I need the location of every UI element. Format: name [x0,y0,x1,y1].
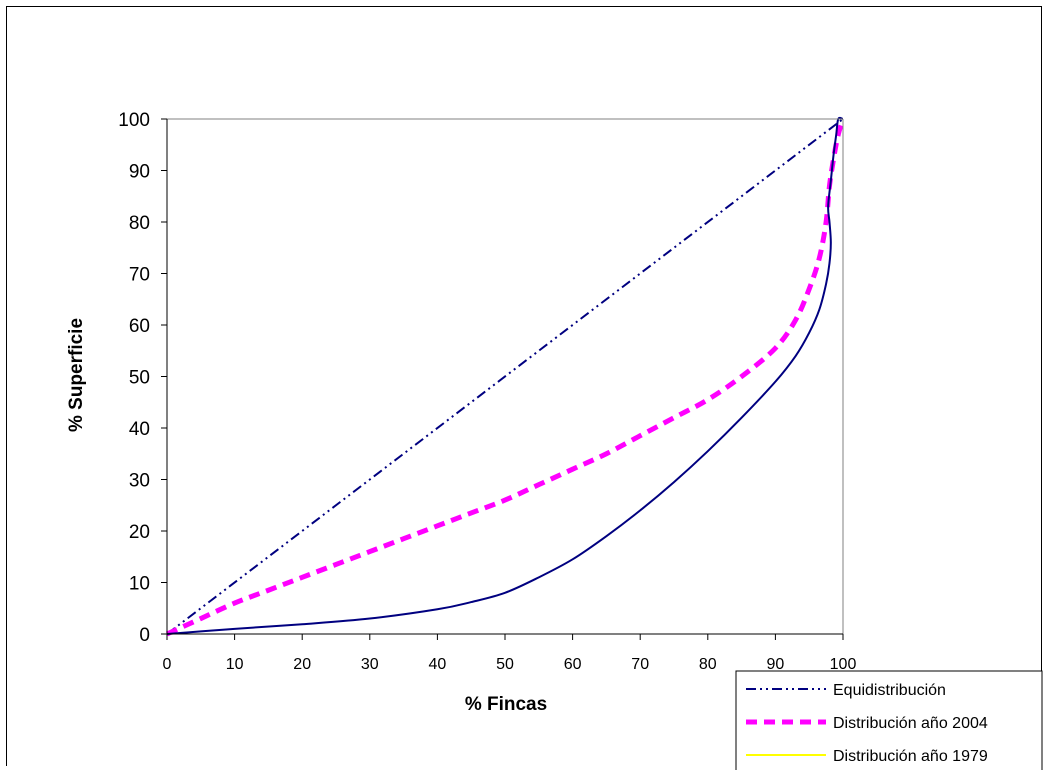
axes: 0 10 20 30 40 50 60 70 80 90 100 0 10 20 30 40 50 60 70 80 9… [118,110,856,673]
x-tick-label: 40 [429,656,447,673]
series-line-1 [166,118,844,635]
y-tick-label: 80 [129,213,150,234]
x-tick-label: 70 [631,656,649,673]
series-line-4 [166,116,844,635]
legend: Equidistribución Distribución año 2004 Dis… [735,670,1043,770]
x-tick-label: 80 [699,656,717,673]
y-tick-label: 60 [129,316,150,337]
y-tick-label: 50 [129,368,150,389]
plot-area [165,116,846,637]
x-tick-label: 60 [564,656,582,673]
x-axis-label: % Fincas [465,694,547,715]
x-tick-label: 20 [293,656,311,673]
y-tick-label: 20 [129,522,150,543]
x-tick-label: 0 [163,656,172,673]
y-tick-label: 10 [129,574,150,595]
y-axis-label: % Superficie [66,318,87,432]
y-tick-label: 40 [129,419,150,440]
x-tick-label: 10 [226,656,244,673]
x-tick-label: 100 [830,656,857,673]
y-tick-label: 0 [139,625,150,646]
x-tick-label: 30 [361,656,379,673]
chart-frame [6,6,1042,766]
x-tick-label: 90 [767,656,785,673]
legend-label-3: Distribución año 1979 [833,748,988,765]
y-tick-label: 70 [129,265,150,286]
series-line-2 [165,118,846,637]
legend-label-2: Distribución año 2004 [833,715,988,732]
y-tick-label: 100 [118,110,150,131]
legend-label-1: Equidistribución [833,682,946,699]
y-tick-label: 90 [129,162,150,183]
x-tick-label: 50 [496,656,514,673]
y-tick-label: 30 [129,471,150,492]
